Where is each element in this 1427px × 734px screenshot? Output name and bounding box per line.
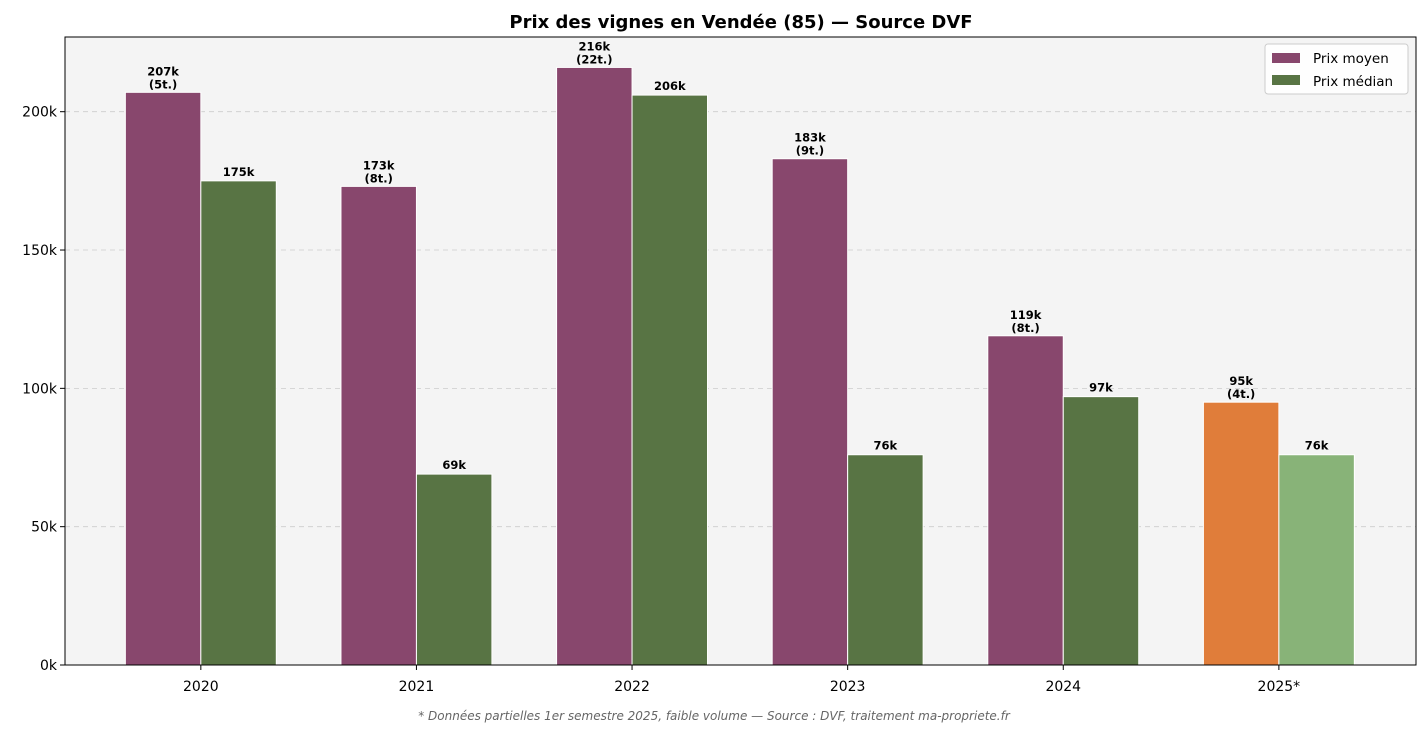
data-sublabel: (22t.): [576, 52, 612, 66]
bar-prix-moyen: [556, 66, 633, 666]
y-tick-label: 0k: [40, 658, 58, 674]
footnote: * Données partielles 1er semestre 2025, …: [418, 709, 1011, 723]
legend-label-prix-median: Prix médian: [1313, 74, 1393, 90]
x-tick-label: 2024: [1045, 679, 1081, 695]
data-sublabel: (9t.): [796, 144, 824, 158]
data-label: 183k: [794, 131, 826, 145]
data-sublabel: (4t.): [1227, 387, 1255, 401]
data-label: 216k: [578, 39, 610, 53]
bar-prix-moyen: [1202, 401, 1280, 666]
y-tick-label: 50k: [31, 520, 58, 536]
data-label: 207k: [147, 64, 179, 78]
bar-prix-median: [415, 473, 493, 666]
bar-prix-median: [200, 180, 277, 666]
y-tick-label: 100k: [22, 381, 58, 397]
data-label: 97k: [1089, 381, 1113, 395]
bar-prix-median: [1278, 454, 1355, 666]
data-label: 69k: [442, 458, 466, 472]
data-label: 76k: [874, 439, 898, 453]
x-tick-label: 2021: [399, 679, 435, 695]
data-label: 206k: [654, 79, 686, 93]
bar-prix-median: [1062, 396, 1140, 666]
x-tick-label: 2023: [830, 679, 866, 695]
x-tick-label: 2022: [614, 679, 650, 695]
data-label: 76k: [1305, 439, 1329, 453]
y-tick-label: 200k: [22, 105, 58, 121]
legend: Prix moyen Prix médian: [1264, 43, 1409, 95]
legend-label-prix-moyen: Prix moyen: [1313, 51, 1389, 67]
bar-prix-median: [847, 454, 924, 666]
data-sublabel: (5t.): [149, 77, 177, 91]
legend-swatch-prix-moyen: [1272, 53, 1300, 63]
bar-prix-moyen: [987, 335, 1064, 666]
data-sublabel: (8t.): [365, 171, 393, 185]
plot-frame: [64, 36, 1417, 666]
data-label: 119k: [1010, 308, 1042, 322]
y-tick-label: 150k: [22, 243, 58, 259]
data-label: 173k: [363, 158, 395, 172]
plot-area: [65, 37, 1416, 665]
legend-swatch-prix-median: [1272, 75, 1300, 85]
bar-prix-moyen: [771, 158, 849, 666]
x-tick-label: 2025*: [1258, 679, 1301, 695]
data-label: 175k: [223, 165, 255, 179]
data-label: 95k: [1229, 374, 1253, 388]
bar-prix-median: [631, 94, 709, 666]
x-tick-label: 2020: [183, 679, 219, 695]
data-sublabel: (8t.): [1011, 321, 1039, 335]
chart-title: Prix des vignes en Vendée (85) — Source …: [509, 12, 972, 33]
bar-prix-moyen: [340, 185, 417, 666]
bar-prix-moyen: [124, 91, 202, 666]
